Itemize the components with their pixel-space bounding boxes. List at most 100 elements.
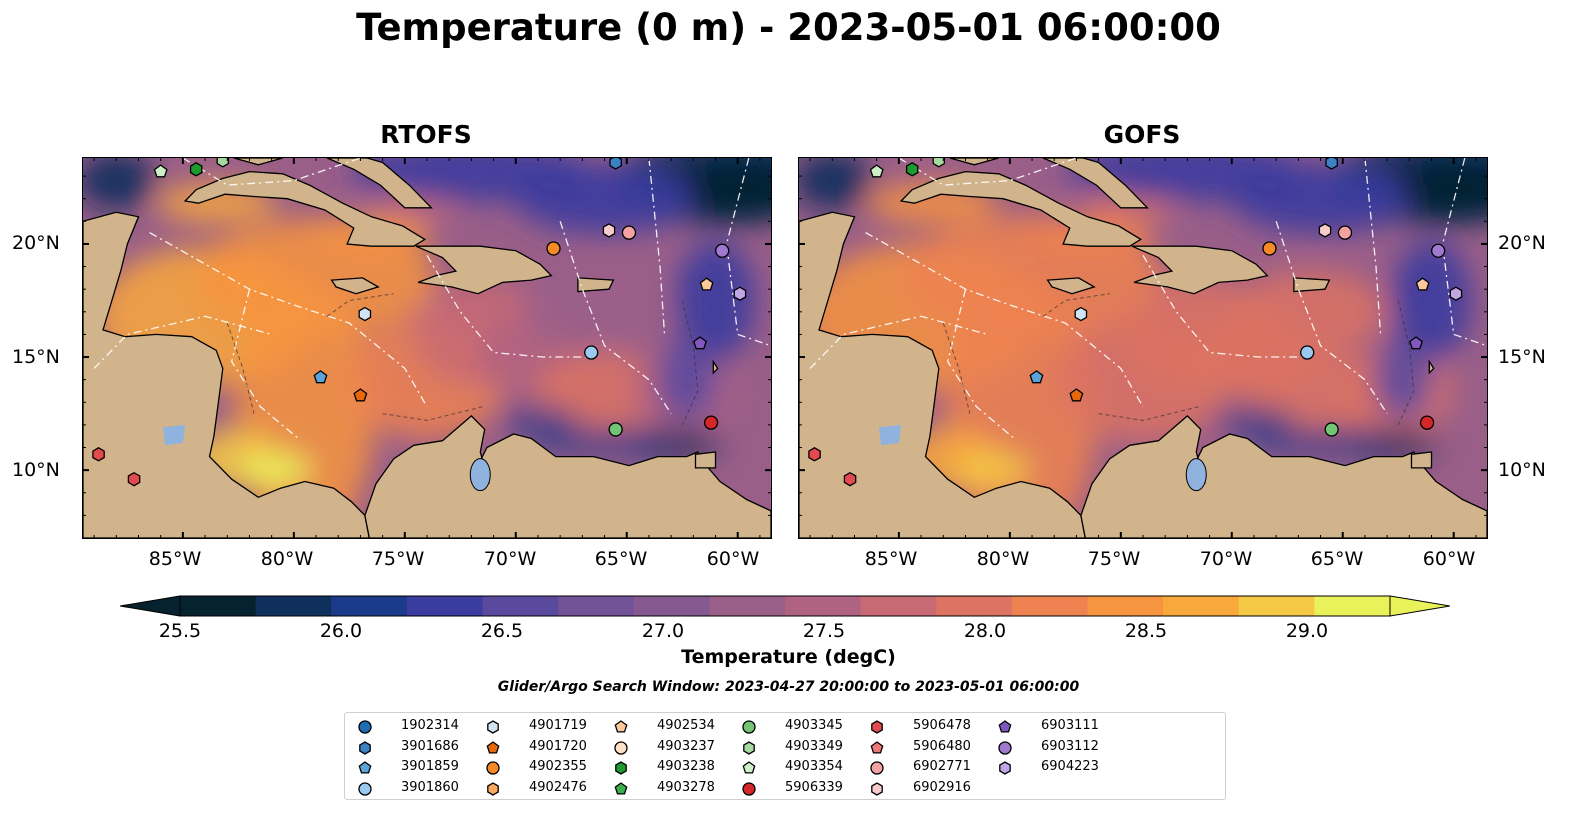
cool-region bbox=[656, 339, 717, 420]
hexagon-marker bbox=[871, 781, 883, 796]
colorbar-tick: 26.0 bbox=[319, 620, 363, 642]
lon-label: 85°W bbox=[148, 548, 202, 570]
float-marker bbox=[602, 223, 616, 238]
colorbar-segment bbox=[180, 596, 257, 616]
land-trinidad bbox=[1410, 451, 1433, 469]
pentagon-marker bbox=[742, 761, 756, 774]
colorbar-segment bbox=[1238, 596, 1315, 616]
legend-marker-icon bbox=[615, 761, 627, 775]
land-lesser-antilles bbox=[712, 359, 719, 375]
colorbar-segment bbox=[255, 596, 332, 616]
float-marker bbox=[1431, 243, 1446, 258]
lake-maracaibo bbox=[1185, 458, 1207, 492]
hexagon-marker bbox=[615, 761, 627, 775]
colorbar-tick: 27.0 bbox=[641, 620, 685, 642]
float-marker bbox=[189, 162, 203, 177]
land-trinidad bbox=[694, 451, 717, 469]
legend-label: 6902771 bbox=[913, 759, 971, 774]
float-marker bbox=[1409, 336, 1423, 350]
float-marker bbox=[843, 471, 857, 487]
float-marker bbox=[608, 422, 623, 437]
float-legend: 1902314 3901686 3901859 3901860 4901719 49017… bbox=[344, 712, 1226, 800]
map-gofs-canvas bbox=[799, 158, 1487, 538]
lon-label: 75°W bbox=[1087, 548, 1141, 570]
float-marker bbox=[216, 158, 230, 168]
float-marker bbox=[693, 336, 707, 350]
pentagon-marker bbox=[870, 740, 884, 754]
land-central-am bbox=[799, 211, 1086, 538]
figure-title: Temperature (0 m) - 2023-05-01 06:00:00 bbox=[356, 6, 1221, 49]
circle-marker bbox=[742, 781, 756, 796]
hexagon-marker bbox=[999, 761, 1011, 775]
eez-boundary bbox=[149, 232, 428, 408]
isobath bbox=[1042, 293, 1110, 317]
circle-marker bbox=[486, 761, 500, 775]
map-rtofs-canvas bbox=[83, 158, 771, 538]
eez-boundary bbox=[1275, 221, 1388, 414]
cool-region bbox=[1372, 339, 1433, 420]
legend-marker-icon bbox=[998, 720, 1012, 733]
legend-label: 6903111 bbox=[1041, 718, 1099, 733]
legend-marker-icon bbox=[614, 740, 628, 755]
map-gofs bbox=[798, 157, 1488, 539]
lon-label: 70°W bbox=[483, 548, 537, 570]
legend-marker-icon bbox=[742, 781, 756, 796]
float-marker bbox=[1337, 225, 1353, 240]
float-marker bbox=[869, 164, 884, 178]
float-marker bbox=[715, 243, 730, 258]
isobath bbox=[681, 300, 699, 426]
legend-marker-icon bbox=[871, 720, 883, 734]
cool-region bbox=[83, 158, 157, 211]
float-marker bbox=[546, 241, 561, 256]
circle-marker bbox=[742, 720, 756, 734]
colorbar-tick: 29.0 bbox=[1285, 620, 1329, 642]
legend-marker-icon bbox=[999, 761, 1011, 775]
eez-boundary bbox=[182, 158, 361, 186]
lon-label: 65°W bbox=[1310, 548, 1364, 570]
eez-boundary bbox=[93, 315, 272, 369]
cool-region bbox=[1213, 408, 1294, 433]
warm-region bbox=[523, 271, 664, 352]
legend-marker-icon bbox=[359, 740, 371, 755]
lat-label: 20°N bbox=[12, 232, 60, 254]
pentagon-marker bbox=[614, 720, 628, 733]
circle-marker bbox=[358, 781, 372, 796]
land-central-am bbox=[83, 211, 370, 538]
land-cuba bbox=[183, 170, 427, 247]
lon-label: 80°W bbox=[260, 548, 314, 570]
map-rtofs bbox=[82, 157, 772, 539]
legend-label: 4903345 bbox=[785, 718, 843, 733]
land-bahamas bbox=[1042, 158, 1149, 209]
warm-region bbox=[953, 449, 1031, 492]
float-marker bbox=[699, 277, 714, 291]
float-marker bbox=[358, 306, 372, 322]
colorbar-label: Temperature (degC) bbox=[681, 646, 896, 668]
circle-marker bbox=[614, 740, 628, 755]
float-marker bbox=[905, 162, 919, 177]
lon-label: 60°W bbox=[1422, 548, 1476, 570]
eez-boundary bbox=[559, 221, 672, 414]
lon-label: 60°W bbox=[706, 548, 760, 570]
land-hispaniola bbox=[1131, 245, 1269, 295]
lat-label: 10°N bbox=[1498, 459, 1546, 481]
legend-label: 4903237 bbox=[657, 738, 715, 754]
legend-label: 4902476 bbox=[529, 779, 587, 795]
legend-marker-icon bbox=[998, 740, 1012, 755]
colorbar-tick: 27.5 bbox=[802, 620, 846, 642]
colorbar-extend-low bbox=[119, 595, 181, 617]
isobath bbox=[942, 322, 971, 414]
legend-label: 1902314 bbox=[401, 718, 459, 733]
warm-region bbox=[241, 450, 312, 491]
land-lesser-antilles bbox=[1428, 359, 1435, 375]
colorbar-segment bbox=[1087, 596, 1164, 616]
eez-boundary bbox=[809, 315, 988, 369]
eez-boundary bbox=[865, 232, 1144, 408]
land-south-am bbox=[1080, 415, 1487, 538]
circle-marker bbox=[870, 761, 884, 775]
colorbar-segment bbox=[709, 596, 786, 616]
colorbar-segment bbox=[633, 596, 710, 616]
float-marker bbox=[127, 471, 141, 487]
land-cuba bbox=[899, 170, 1143, 247]
lon-label: 75°W bbox=[371, 548, 425, 570]
float-marker bbox=[1324, 422, 1339, 437]
